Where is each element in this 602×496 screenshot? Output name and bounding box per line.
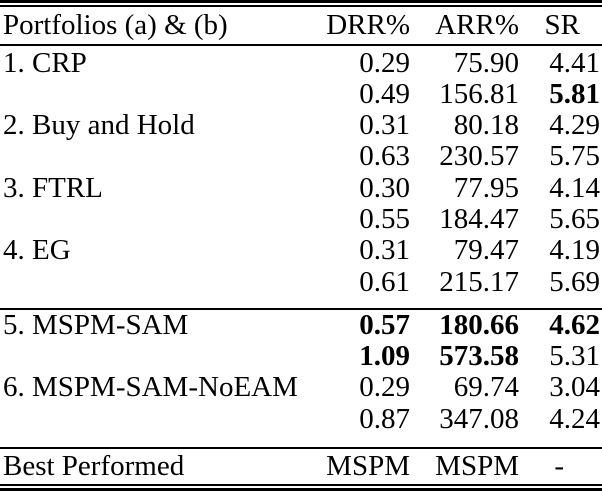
row-label: 1. CRP xyxy=(3,46,87,79)
row-label: 4. EG xyxy=(3,234,71,267)
arr-value: 80.18 xyxy=(453,109,519,142)
arr-value: 77.95 xyxy=(453,171,519,204)
table-row-noeam-a: 6. MSPM-SAM-NoEAM 0.29 69.74 3.04 xyxy=(0,371,602,404)
arr-value: 215.17 xyxy=(439,265,519,298)
drr-value: 0.87 xyxy=(359,402,410,435)
top-rule-outer xyxy=(0,0,602,3)
sr-value: 4.14 xyxy=(549,171,600,204)
portfolio-results-table: Portfolios (a) & (b) DRR% ARR% SR 1. CRP… xyxy=(0,7,602,485)
table-row-mspmsam-a: 5. MSPM-SAM 0.57 180.66 4.62 xyxy=(0,307,602,342)
drr-value: 0.49 xyxy=(359,77,410,110)
best-performed-row: Best Performed MSPM MSPM - xyxy=(0,447,602,485)
arr-value: 156.81 xyxy=(439,77,519,110)
table-row-noeam-b: 0.87 347.08 4.24 xyxy=(0,402,602,448)
column-header-drr: DRR% xyxy=(302,7,410,46)
row-label: 6. MSPM-SAM-NoEAM xyxy=(3,371,298,404)
sr-value: 3.04 xyxy=(549,371,600,404)
arr-value: 184.47 xyxy=(439,202,519,235)
drr-value: 1.09 xyxy=(359,340,410,373)
sr-value: 5.65 xyxy=(549,202,600,235)
sr-value: 4.41 xyxy=(549,46,600,79)
table-row-buyhold-b: 0.63 230.57 5.75 xyxy=(0,140,602,173)
arr-value: 180.66 xyxy=(410,307,519,342)
drr-value: 0.55 xyxy=(359,202,410,235)
row-label-empty xyxy=(0,267,302,309)
table-row-crp-a: 1. CRP 0.29 75.90 4.41 xyxy=(0,45,602,79)
row-label-empty xyxy=(0,204,302,235)
arr-value: 230.57 xyxy=(439,140,519,173)
sr-value: 4.24 xyxy=(549,402,600,435)
drr-value: 0.29 xyxy=(359,46,410,79)
table-row-eg-a: 4. EG 0.31 79.47 4.19 xyxy=(0,234,602,267)
table-row-buyhold-a: 2. Buy and Hold 0.31 80.18 4.29 xyxy=(0,109,602,142)
sr-value: 4.62 xyxy=(519,307,602,342)
arr-value: 573.58 xyxy=(439,340,519,373)
bottom-rule-outer xyxy=(0,488,602,492)
column-header-portfolios: Portfolios (a) & (b) xyxy=(0,7,302,46)
row-label-empty xyxy=(0,341,302,372)
top-rule-inner xyxy=(0,5,602,7)
row-label-empty xyxy=(0,79,302,110)
bottom-rule-inner xyxy=(0,484,602,487)
table-row-ftrl-b: 0.55 184.47 5.65 xyxy=(0,202,602,235)
drr-value: 0.31 xyxy=(359,109,410,142)
footer-label: Best Performed xyxy=(0,447,302,485)
sr-value: 4.29 xyxy=(549,109,600,142)
row-label-empty xyxy=(0,404,302,448)
table-row-crp-b: 0.49 156.81 5.81 xyxy=(0,77,602,110)
drr-value: 0.30 xyxy=(359,171,410,204)
drr-value: 0.63 xyxy=(359,140,410,173)
column-header-sr: SR xyxy=(519,7,602,46)
row-label-empty xyxy=(0,141,302,172)
arr-value: 347.08 xyxy=(439,402,519,435)
drr-value: 0.29 xyxy=(359,371,410,404)
drr-value: 0.57 xyxy=(302,307,410,342)
table-row-ftrl-a: 3. FTRL 0.30 77.95 4.14 xyxy=(0,171,602,204)
sr-value: 5.31 xyxy=(549,340,600,373)
header-row: Portfolios (a) & (b) DRR% ARR% SR xyxy=(0,7,602,46)
arr-value: 75.90 xyxy=(453,46,519,79)
footer-sr-value: - xyxy=(519,447,602,485)
column-header-arr: ARR% xyxy=(410,7,519,46)
drr-value: 0.31 xyxy=(359,234,410,267)
sr-value: 5.75 xyxy=(549,140,600,173)
drr-value: 0.61 xyxy=(359,265,410,298)
table-row-eg-b: 0.61 215.17 5.69 xyxy=(0,265,602,309)
arr-value: 69.74 xyxy=(453,371,519,404)
row-label: 3. FTRL xyxy=(3,171,103,204)
footer-drr-value: MSPM xyxy=(302,447,410,485)
footer-arr-value: MSPM xyxy=(410,447,519,485)
sr-value: 5.69 xyxy=(549,265,600,298)
table-row-mspmsam-b: 1.09 573.58 5.31 xyxy=(0,340,602,373)
row-label: 2. Buy and Hold xyxy=(3,109,195,142)
sr-value: 5.81 xyxy=(549,77,600,110)
sr-value: 4.19 xyxy=(549,234,600,267)
row-label: 5. MSPM-SAM xyxy=(0,307,302,342)
arr-value: 79.47 xyxy=(453,234,519,267)
